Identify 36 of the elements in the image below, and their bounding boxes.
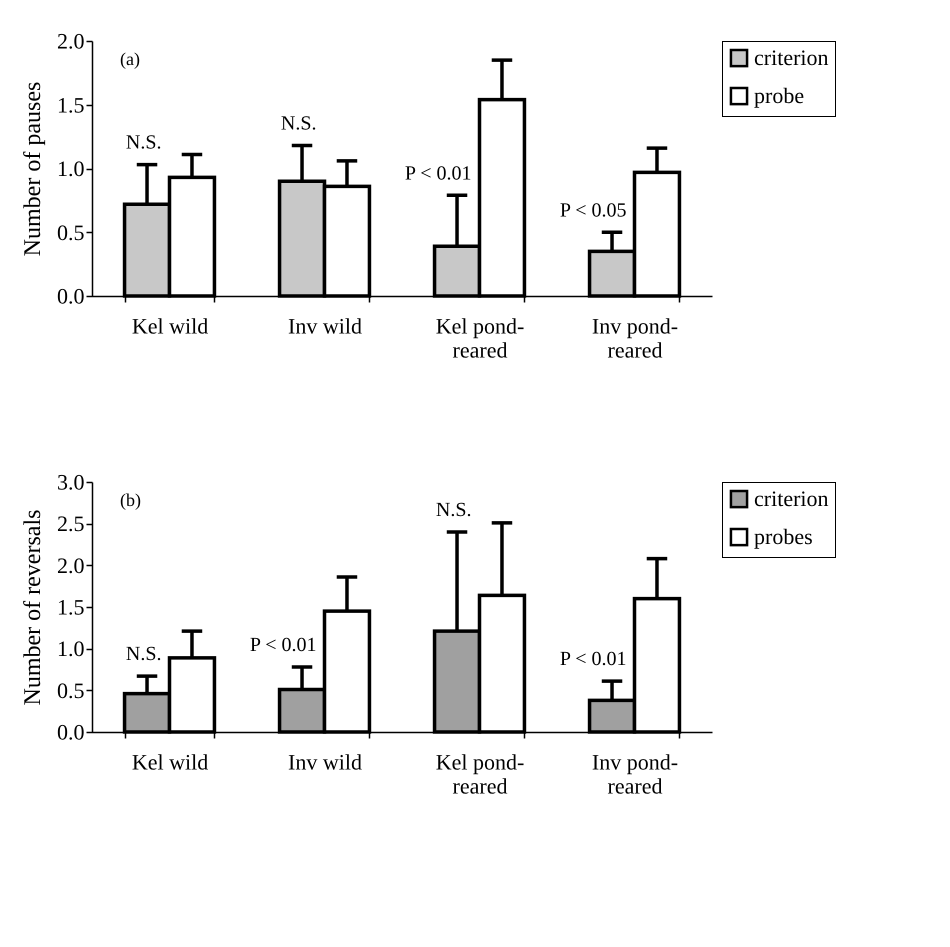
legend-label: criterion: [754, 486, 829, 511]
legend-label: probes: [754, 524, 813, 549]
x-tick-label: Kel pond-reared: [436, 750, 524, 798]
y-tick-label: 0.5: [57, 678, 84, 703]
annotation: P < 0.05: [560, 199, 626, 222]
y-tick-label: 2.0: [57, 552, 84, 578]
y-axis-title: Number of reversals: [20, 510, 46, 706]
annotation: N.S.: [280, 112, 316, 135]
y-tick-label: 2.5: [57, 511, 84, 536]
y-tick-label: 3.0: [57, 470, 84, 494]
x-tick-label: Kel wild: [132, 314, 208, 338]
y-tick-label: 1.5: [57, 594, 84, 620]
annotation: P < 0.01: [250, 634, 316, 656]
y-tick-label: 0.5: [57, 220, 84, 245]
y-axis-title: Number of pauses: [20, 82, 46, 256]
legend-label: criterion: [754, 45, 829, 70]
annotation: (b): [120, 490, 141, 510]
x-tick-label: Kel pond-reared: [436, 314, 524, 362]
annotation: P < 0.01: [404, 162, 472, 184]
annotation: P < 0.01: [560, 648, 626, 670]
x-tick-label: Inv pond-reared: [592, 750, 678, 798]
annotation: N.S.: [126, 643, 162, 666]
x-tick-label: Inv wild: [288, 314, 362, 338]
annotation: (a): [120, 49, 140, 69]
y-tick-label: 0.0: [57, 720, 84, 744]
y-tick-label: 1.5: [57, 92, 84, 118]
legend-label: probe: [754, 83, 804, 108]
x-tick-label: Inv wild: [288, 750, 362, 774]
annotation: N.S.: [436, 499, 472, 521]
y-tick-label: 1.0: [57, 156, 84, 181]
annotation: N.S.: [126, 132, 162, 154]
x-tick-label: Inv pond-reared: [592, 314, 678, 362]
y-tick-label: 1.0: [57, 636, 84, 662]
y-tick-label: 2.0: [57, 28, 84, 54]
y-tick-label: 0.0: [57, 284, 84, 308]
x-tick-label: Kel wild: [132, 750, 208, 774]
